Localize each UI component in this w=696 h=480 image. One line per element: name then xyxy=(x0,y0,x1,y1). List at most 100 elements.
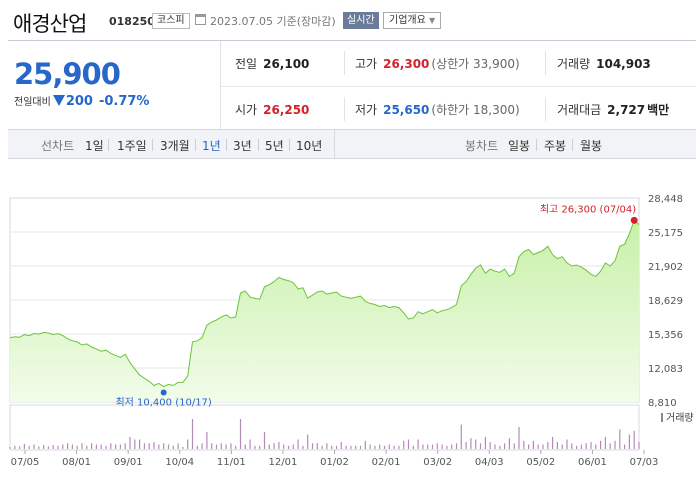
market-badge: 코스피 xyxy=(152,13,190,29)
volume-bar xyxy=(528,444,530,449)
volume-bar xyxy=(431,444,434,449)
volume-bar xyxy=(393,445,395,450)
volume-bar xyxy=(43,445,45,449)
base-date: 2023.07.05 기준(장마감) xyxy=(210,15,336,28)
volume-bar xyxy=(326,443,328,450)
period-1y[interactable]: 1년 xyxy=(202,139,221,153)
volume-bar xyxy=(287,445,290,450)
volume-bar xyxy=(379,444,381,449)
price-box: 25,900 전일대비 200 -0.77% xyxy=(8,41,220,130)
volume-bar xyxy=(321,445,323,450)
volume-bar xyxy=(211,443,213,450)
price-summary: 25,900 전일대비 200 -0.77% 전일 26,100 고가 26,300 (상… xyxy=(8,40,696,130)
volume-bar xyxy=(177,443,179,450)
volume-bar xyxy=(215,444,218,449)
volume-bar xyxy=(158,444,160,449)
volume-bar xyxy=(359,445,362,450)
stock-name: 애경산업 xyxy=(13,12,87,36)
volume-bar xyxy=(119,444,121,449)
volume-bar xyxy=(57,445,59,450)
volume-bar xyxy=(465,442,467,449)
change-row: 전일대비 200 -0.77% xyxy=(14,93,149,109)
stat-high: 고가 26,300 (상한가 33,900) xyxy=(355,55,520,72)
volume-bar xyxy=(292,444,294,449)
volume-bar xyxy=(542,444,544,449)
separator xyxy=(536,139,537,151)
stat-label: 전일 xyxy=(235,57,258,71)
stat-value: 104,903 xyxy=(596,57,651,71)
volume-bar xyxy=(81,443,83,450)
period-3y[interactable]: 3년 xyxy=(233,139,252,153)
volume-bar xyxy=(590,442,592,449)
period-3m[interactable]: 3개월 xyxy=(160,139,190,153)
x-tick-label: 10/04 xyxy=(165,457,194,468)
volume-bar xyxy=(33,444,35,449)
stat-open: 시가 26,250 xyxy=(235,101,309,118)
line-chart-label: 선차트 xyxy=(41,139,75,153)
volume-bar xyxy=(638,442,640,449)
candle-weekly[interactable]: 주봉 xyxy=(544,139,567,153)
volume-legend-icon xyxy=(661,413,663,422)
volume-bar xyxy=(62,444,64,449)
candle-monthly[interactable]: 월봉 xyxy=(580,139,603,153)
stat-lower-limit: (하한가 18,300) xyxy=(431,103,520,117)
volume-bar xyxy=(455,443,458,450)
volume-bar xyxy=(412,445,414,450)
volume-bar xyxy=(504,443,506,450)
stat-label: 시가 xyxy=(235,103,258,117)
period-1w[interactable]: 1주일 xyxy=(117,139,147,153)
stat-label: 거래량 xyxy=(557,57,591,71)
separator xyxy=(226,139,227,151)
stock-code: 018250 xyxy=(109,15,155,28)
divider xyxy=(344,97,345,121)
volume-bar xyxy=(355,445,357,450)
period-5y[interactable]: 5년 xyxy=(265,139,284,153)
volume-bar xyxy=(206,432,208,449)
high-marker xyxy=(630,216,638,224)
x-tick-label: 01/02 xyxy=(320,457,349,468)
volume-bar xyxy=(196,445,198,450)
volume-bar xyxy=(624,444,626,449)
volume-bar xyxy=(619,429,621,449)
volume-bar xyxy=(71,444,73,449)
volume-bar xyxy=(427,444,429,449)
volume-bar xyxy=(364,440,366,450)
volume-bar xyxy=(187,439,189,449)
separator xyxy=(195,139,196,151)
volume-bar xyxy=(302,445,304,450)
realtime-button[interactable]: 실시간 xyxy=(343,12,379,29)
volume-bar xyxy=(143,443,145,450)
high-label: 최고 26,300 (07/04) xyxy=(540,203,636,215)
y-tick-label: 15,356 xyxy=(648,330,683,341)
stat-amount: 거래대금 2,727 백만 xyxy=(557,101,669,118)
volume-bar xyxy=(263,432,266,449)
company-overview-label: 기업개요 xyxy=(389,15,426,26)
y-tick-label: 25,175 xyxy=(648,228,683,239)
volume-bar xyxy=(249,439,251,449)
divider xyxy=(545,97,546,121)
volume-bar xyxy=(273,443,275,450)
period-1d[interactable]: 1일 xyxy=(85,139,104,153)
company-overview-button[interactable]: 기업개요 ▼ xyxy=(383,12,442,29)
separator xyxy=(152,139,153,151)
period-10y[interactable]: 10년 xyxy=(296,139,323,153)
period-bar: 선차트 1일 1주일 3개월 1년 3년 5년 10년 봉차트 일봉 주봉 월봉 xyxy=(8,129,696,159)
volume-bar xyxy=(139,439,141,449)
volume-bar xyxy=(417,439,419,449)
candle-daily[interactable]: 일봉 xyxy=(508,139,531,153)
volume-bar xyxy=(508,438,510,450)
x-tick-label: 02/01 xyxy=(372,457,401,468)
volume-bar xyxy=(537,444,539,449)
stats-row: 전일 26,100 고가 26,300 (상한가 33,900) 거래량 104,903 xyxy=(221,41,696,85)
volume-bar xyxy=(407,439,410,449)
volume-bar xyxy=(576,445,578,450)
volume-bar xyxy=(124,443,126,450)
stat-volume: 거래량 104,903 xyxy=(557,55,651,72)
volume-bar xyxy=(100,444,102,449)
x-tick-label: 07/03 xyxy=(630,457,659,468)
volume-bar xyxy=(552,437,554,449)
price-chart[interactable]: 28,448 25,175 21,902 18,629 15,356 12,083 8,81… xyxy=(0,180,696,480)
volume-bar xyxy=(633,430,635,450)
current-price: 25,900 xyxy=(14,57,121,91)
volume-bar xyxy=(556,442,558,449)
